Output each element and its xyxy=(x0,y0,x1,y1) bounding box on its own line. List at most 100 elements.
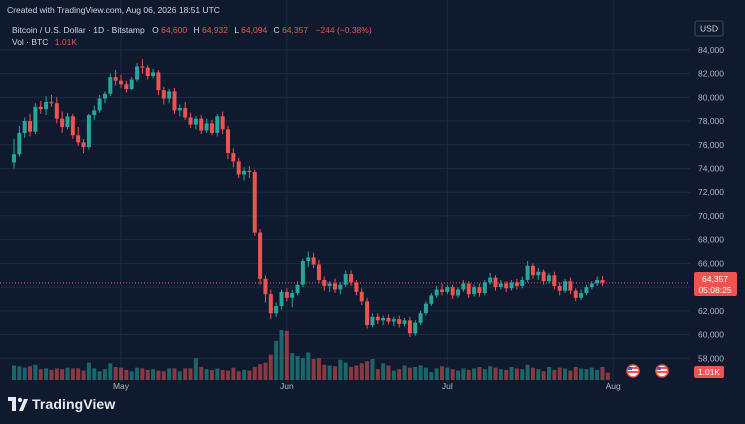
candle[interactable] xyxy=(92,105,97,120)
candle[interactable] xyxy=(17,125,22,157)
candle[interactable] xyxy=(450,284,455,299)
candle[interactable] xyxy=(413,320,418,336)
candle[interactable] xyxy=(418,310,423,326)
candle[interactable] xyxy=(268,289,273,320)
candle[interactable] xyxy=(12,138,16,169)
candle[interactable] xyxy=(354,279,359,296)
candle[interactable] xyxy=(204,118,209,133)
candle[interactable] xyxy=(161,86,166,105)
candle[interactable] xyxy=(236,157,241,178)
price-candles[interactable] xyxy=(12,59,605,337)
candle[interactable] xyxy=(199,115,204,135)
candle[interactable] xyxy=(381,315,386,326)
candle[interactable] xyxy=(86,113,91,150)
candle[interactable] xyxy=(520,276,525,289)
candle[interactable] xyxy=(397,315,402,328)
candle[interactable] xyxy=(124,80,129,93)
candle[interactable] xyxy=(49,94,54,107)
candle[interactable] xyxy=(44,96,49,116)
candle[interactable] xyxy=(461,279,466,292)
candle[interactable] xyxy=(541,269,546,285)
candle[interactable] xyxy=(28,113,33,137)
candle[interactable] xyxy=(129,77,134,91)
candle[interactable] xyxy=(440,283,444,296)
candle[interactable] xyxy=(284,288,289,302)
candle[interactable] xyxy=(557,282,562,296)
candle[interactable] xyxy=(375,313,380,324)
currency-box[interactable] xyxy=(694,20,724,37)
candle[interactable] xyxy=(316,259,321,284)
candle[interactable] xyxy=(279,289,284,310)
candle[interactable] xyxy=(365,297,370,329)
candle[interactable] xyxy=(429,293,434,307)
candle[interactable] xyxy=(156,70,161,95)
candle[interactable] xyxy=(568,277,573,295)
candle[interactable] xyxy=(252,169,257,237)
candle[interactable] xyxy=(322,276,327,291)
candle[interactable] xyxy=(386,314,391,324)
candle[interactable] xyxy=(135,62,140,82)
candle[interactable] xyxy=(220,111,225,135)
candle[interactable] xyxy=(477,283,482,297)
candle[interactable] xyxy=(488,272,493,285)
us-event-flag-icon[interactable] xyxy=(626,364,640,378)
us-event-flag-icon[interactable] xyxy=(655,364,669,378)
candle[interactable] xyxy=(563,278,568,294)
candle[interactable] xyxy=(600,276,605,286)
candle[interactable] xyxy=(231,148,236,168)
candle[interactable] xyxy=(140,59,145,74)
candle[interactable] xyxy=(327,281,332,292)
candle[interactable] xyxy=(525,261,530,283)
candle[interactable] xyxy=(530,263,535,279)
candle[interactable] xyxy=(177,104,182,117)
candle[interactable] xyxy=(407,316,412,337)
candle[interactable] xyxy=(584,284,589,296)
candle[interactable] xyxy=(573,288,578,302)
candle[interactable] xyxy=(306,251,311,267)
candle[interactable] xyxy=(102,91,107,104)
candle[interactable] xyxy=(514,278,519,290)
candle[interactable] xyxy=(151,68,156,79)
candle[interactable] xyxy=(552,271,557,290)
candle[interactable] xyxy=(167,89,172,104)
candle[interactable] xyxy=(22,117,27,138)
candle[interactable] xyxy=(547,272,551,284)
candle[interactable] xyxy=(498,279,503,290)
candle[interactable] xyxy=(263,275,268,303)
candle[interactable] xyxy=(370,313,375,328)
candle[interactable] xyxy=(504,281,509,292)
candle[interactable] xyxy=(242,167,247,181)
time-axis[interactable]: May Jun Jul Aug xyxy=(113,381,621,391)
candle[interactable] xyxy=(70,113,75,139)
candle[interactable] xyxy=(595,276,600,286)
candle[interactable] xyxy=(391,316,396,327)
candle[interactable] xyxy=(81,138,86,154)
candle[interactable] xyxy=(113,70,118,86)
candle[interactable] xyxy=(300,258,305,288)
currency-label[interactable]: USD xyxy=(700,24,718,34)
candle[interactable] xyxy=(456,287,461,298)
candle[interactable] xyxy=(423,301,428,316)
candle[interactable] xyxy=(311,252,316,269)
candle[interactable] xyxy=(76,126,81,146)
candle[interactable] xyxy=(349,270,354,286)
candle[interactable] xyxy=(215,113,220,137)
candle[interactable] xyxy=(209,119,214,136)
candle[interactable] xyxy=(579,289,584,301)
candle[interactable] xyxy=(226,125,230,159)
candle[interactable] xyxy=(472,284,477,297)
candle[interactable] xyxy=(493,275,498,291)
candle[interactable] xyxy=(183,102,188,120)
candle[interactable] xyxy=(247,166,252,178)
candle[interactable] xyxy=(333,278,337,294)
candle[interactable] xyxy=(359,288,364,305)
candle[interactable] xyxy=(97,94,102,113)
candle[interactable] xyxy=(402,317,407,327)
candle[interactable] xyxy=(108,73,113,97)
candle[interactable] xyxy=(434,285,439,298)
tradingview-logo[interactable]: TradingView xyxy=(8,393,115,415)
candle[interactable] xyxy=(343,270,348,288)
candle[interactable] xyxy=(60,111,65,133)
